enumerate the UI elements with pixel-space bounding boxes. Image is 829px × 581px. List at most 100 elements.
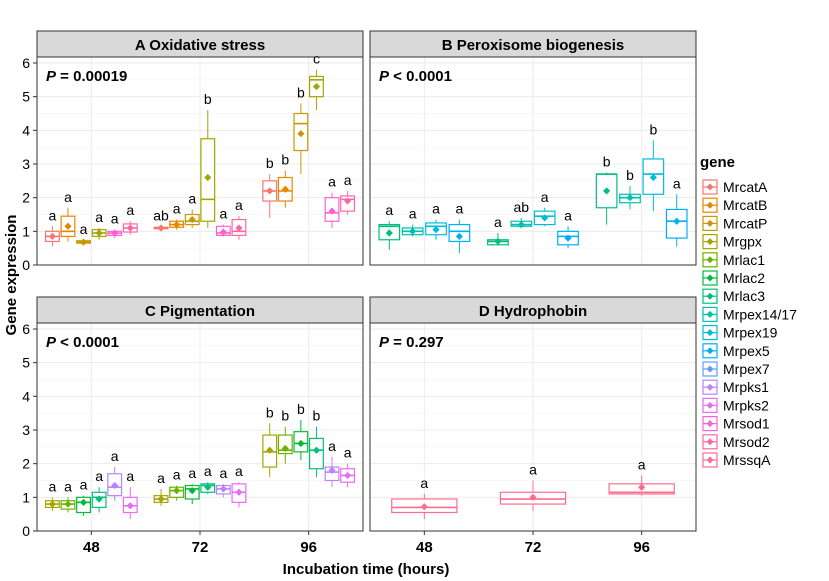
p-value: P < 0.0001: [379, 68, 452, 85]
mean-marker: [173, 221, 181, 229]
significance-letter: a: [126, 468, 134, 484]
significance-letter: a: [188, 465, 196, 481]
box-Mrgpx-72: a: [153, 470, 169, 506]
significance-letter: a: [564, 207, 572, 223]
legend-entry-MrcatA: MrcatA: [702, 179, 768, 195]
legend-key-marker: [706, 456, 714, 464]
mean-marker: [79, 238, 88, 246]
mean-marker: [111, 229, 119, 237]
legend-label: Mrpex7: [723, 361, 770, 377]
significance-letter: a: [541, 189, 549, 205]
legend-label: Mrlac1: [723, 252, 765, 268]
mean-marker: [219, 485, 227, 493]
box-MrcatB-48: a: [60, 189, 76, 242]
y-tick-label: 4: [22, 122, 30, 138]
box-MrssqA-48: a: [391, 475, 458, 520]
panel-strip: [369, 296, 697, 324]
box-Mrsod2-96: a: [340, 172, 356, 215]
p-value-text: < 0.0001: [56, 334, 119, 351]
legend-entry-Mrsod2: Mrsod2: [702, 434, 770, 450]
p-value-symbol: P: [379, 334, 390, 351]
legend-entry-Mrpex7: Mrpex7: [702, 361, 770, 377]
box-Mrsod2-72: a: [231, 197, 247, 240]
significance-letter: a: [173, 467, 181, 483]
p-value-text: < 0.0001: [389, 68, 452, 85]
mean-marker: [235, 488, 243, 496]
legend-entry-Mrpks1: Mrpks1: [702, 379, 769, 395]
mean-marker: [432, 226, 440, 234]
box-Mrpex14/17-72: ab: [510, 199, 533, 229]
mean-marker: [64, 222, 72, 230]
box-MrcatA-72: ab: [153, 207, 169, 232]
significance-letter: a: [344, 445, 352, 461]
significance-letter: ab: [514, 199, 530, 215]
box-Mrpex19-48: a: [425, 201, 447, 240]
legend-key-marker: [706, 329, 714, 337]
legend-key-marker: [706, 420, 714, 428]
legend-entry-Mrsod1: Mrsod1: [702, 416, 770, 432]
y-tick-label: 1: [22, 489, 30, 505]
box-Mrpex19-96: b: [642, 121, 665, 212]
legend-label: MrcatA: [723, 179, 768, 195]
legend-entry-Mrpks2: Mrpks2: [702, 397, 769, 413]
box-Mrlac3-96: b: [309, 408, 324, 478]
significance-letter: a: [95, 209, 103, 225]
significance-letter: a: [95, 468, 103, 484]
box-Mrpex19-72: a: [533, 189, 556, 227]
box-Mrgpx-48: a: [44, 478, 60, 511]
p-value: P < 0.0001: [46, 334, 119, 351]
box-Mrpex5-72: a: [557, 207, 579, 249]
legend-key-marker: [706, 201, 714, 209]
legend-key-marker: [706, 183, 714, 191]
x-tick-label: 72: [525, 539, 542, 556]
legend-key-marker: [706, 438, 714, 446]
legend-key-marker: [706, 401, 714, 409]
legend-label: Mrsod1: [723, 416, 770, 432]
mean-marker: [188, 487, 196, 495]
y-tick-label: 0: [22, 523, 30, 539]
box-Mrpex5-48: a: [448, 201, 471, 254]
significance-letter: a: [64, 189, 72, 205]
legend-entry-Mrpex19: Mrpex19: [702, 325, 778, 341]
mean-marker: [95, 229, 103, 237]
legend-label: Mrsod2: [723, 434, 770, 450]
box-MrcatB-96: b: [277, 152, 293, 208]
mean-marker: [649, 173, 657, 182]
legend-label: Mrpex14/17: [723, 306, 797, 322]
mean-marker: [64, 500, 72, 508]
box-Mrlac2-96: b: [293, 401, 309, 461]
significance-letter: a: [328, 174, 336, 190]
mean-marker: [204, 173, 212, 182]
legend-label: Mrpks2: [723, 397, 769, 413]
significance-letter: c: [313, 51, 320, 67]
box-MrssqA-96: a: [608, 456, 675, 496]
significance-letter: b: [603, 153, 611, 169]
mean-marker: [673, 217, 681, 225]
significance-letter: a: [173, 201, 181, 217]
mean-marker: [541, 214, 549, 222]
significance-letter: a: [219, 465, 227, 481]
box-Mrlac2-72: a: [184, 465, 200, 505]
box-Mrpex14/17-48: a: [401, 206, 424, 237]
significance-letter: a: [235, 197, 243, 213]
legend-entry-Mrlac2: Mrlac2: [702, 270, 765, 286]
mean-marker: [95, 495, 103, 503]
significance-letter: b: [297, 84, 305, 100]
p-value: P = 0.297: [379, 334, 444, 351]
mean-marker: [312, 82, 321, 91]
legend-label: Mrlac2: [723, 270, 765, 286]
box-Mrlac3-72: a: [200, 463, 216, 494]
box-MrcatP-48: a: [76, 221, 91, 246]
mean-marker: [409, 227, 417, 235]
legend-entry-MrcatP: MrcatP: [702, 215, 767, 231]
significance-letter: a: [64, 478, 72, 494]
significance-letter: a: [344, 172, 352, 188]
box-MrssqA-72: a: [499, 462, 567, 511]
legend-title: gene: [700, 154, 735, 171]
box-Mrpks1-48: a: [107, 448, 123, 501]
p-value: P = 0.00019: [46, 68, 127, 85]
significance-letter: b: [281, 152, 289, 168]
